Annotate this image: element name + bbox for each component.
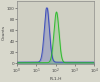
X-axis label: FL1-H: FL1-H [49, 77, 62, 81]
Y-axis label: Counts: Counts [1, 25, 5, 40]
